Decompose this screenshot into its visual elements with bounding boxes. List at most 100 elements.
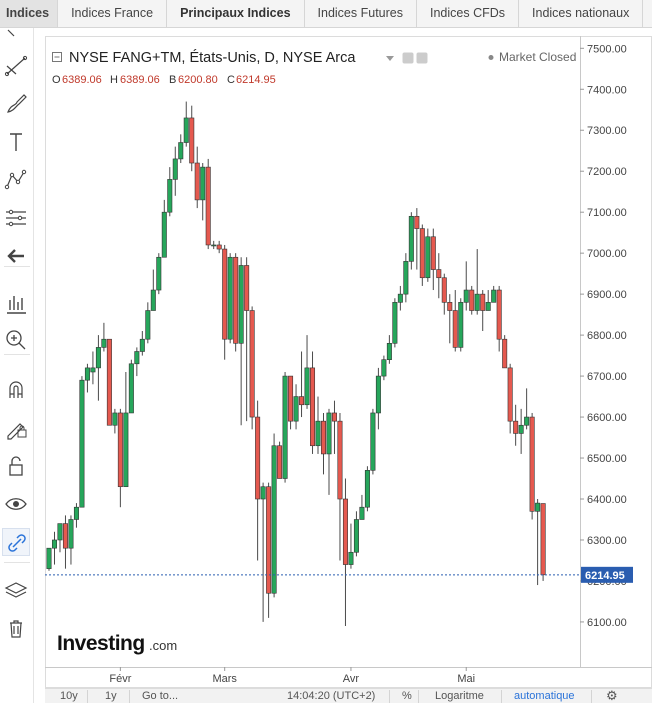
y-tick-label: 6600.00 [587,412,627,424]
crosshair-icon[interactable] [2,28,30,40]
eye-icon[interactable] [2,490,30,518]
y-tick-label: 7400.00 [587,84,627,96]
candle-body [95,347,101,369]
back-arrow-icon[interactable] [2,242,30,270]
candle-body [474,293,480,311]
measure-icon[interactable] [2,290,30,318]
candle-body [62,523,68,549]
goto-button[interactable]: Go to... [142,690,179,702]
investing-logo-suffix: .com [149,638,177,653]
lock-icon[interactable] [2,452,30,480]
tab-6[interactable]: Indices m [643,0,652,27]
ohlc-6: C [227,74,235,86]
candle-body [337,420,343,500]
candle-body [458,302,464,348]
brush-icon[interactable] [2,90,30,118]
candle-body [194,162,200,201]
candle-body [145,310,151,340]
tab-5[interactable]: Indices nationaux [519,0,644,27]
candle-body [172,158,178,180]
candle-body [68,519,74,549]
range-1y-button[interactable]: 1y [105,690,117,702]
candle-body [452,310,458,348]
investing-logo: Investing [57,632,145,655]
percent-toggle[interactable]: % [402,690,412,702]
candle-body [90,367,96,373]
candle-body [480,293,486,311]
candle-body [441,277,447,303]
lock-drawing-icon[interactable] [2,414,30,442]
x-tick-label: Mai [457,673,475,685]
trend-line-icon[interactable] [2,52,30,80]
candle-body [266,486,272,594]
candle-body [205,166,211,246]
market-status-dot [488,55,494,60]
candle-body [189,117,195,164]
index-tabs: Indices Indices France Principaux Indices I… [0,0,652,28]
candle-body [304,367,310,406]
candle-body [414,215,420,229]
x-tick-label: Avr [343,673,360,685]
pattern-icon[interactable] [2,166,30,194]
y-tick-label: 6700.00 [587,371,627,383]
candle-body [227,256,233,340]
candle-body [271,445,277,594]
tab-4[interactable]: Indices CFDs [417,0,520,27]
candle-body [46,547,52,569]
log-toggle[interactable]: Logaritme [435,690,484,702]
y-tick-label: 7100.00 [587,207,627,219]
y-tick-label: 6100.00 [587,617,627,629]
range-10y-button[interactable]: 10y [60,690,78,702]
candle-body [436,269,442,279]
tab-0[interactable]: Indices [0,0,59,27]
layers-icon[interactable] [2,576,30,604]
candle-body [320,420,326,455]
candle-body [348,551,354,565]
candle-body [299,396,305,406]
candle-body [502,338,508,369]
fib-icon[interactable] [2,204,30,232]
candle-body [326,412,332,455]
auto-scale-toggle[interactable]: automatique [514,690,575,702]
text-icon[interactable] [2,128,30,156]
x-tick-label: Mars [212,673,237,685]
ohlc-7: 6214.95 [236,74,276,86]
candle-body [513,420,519,434]
tab-3[interactable]: Indices Futures [305,0,417,27]
tab-1[interactable]: Indices France [58,0,168,27]
candle-body [216,244,222,250]
candle-body [79,379,85,508]
candle-body [139,338,145,352]
candle-body [233,256,239,344]
candle-body [222,248,228,340]
candle-body [403,261,409,295]
trash-icon[interactable] [2,614,30,642]
last-price-label: 6214.95 [585,570,625,582]
candle-body [408,215,414,262]
candle-body [238,265,244,344]
candle-body [392,302,398,344]
y-tick-label: 7000.00 [587,248,627,260]
y-tick-label: 6500.00 [587,453,627,465]
candle-body [123,412,129,488]
candle-body [518,424,524,434]
link-icon[interactable] [2,528,30,556]
candle-body [101,338,107,348]
candle-body [430,236,436,270]
candle-body [425,236,431,279]
magnet-icon[interactable] [2,376,30,404]
zoom-in-icon[interactable] [2,326,30,354]
title-dropdown-icon [386,56,394,61]
price-chart[interactable]: 6100.006200.006300.006400.006500.006600.… [45,36,652,688]
candle-body [282,375,288,479]
candle-body [496,289,502,340]
candle-body [485,302,491,311]
candle-body [200,166,206,201]
candle-body [310,367,316,447]
candle-body [370,412,376,471]
y-tick-label: 6800.00 [587,330,627,342]
candle-body [381,359,387,377]
candle-body [469,289,475,311]
tab-2[interactable]: Principaux Indices [167,0,305,27]
settings-gear-icon[interactable]: ⚙ [606,688,618,703]
